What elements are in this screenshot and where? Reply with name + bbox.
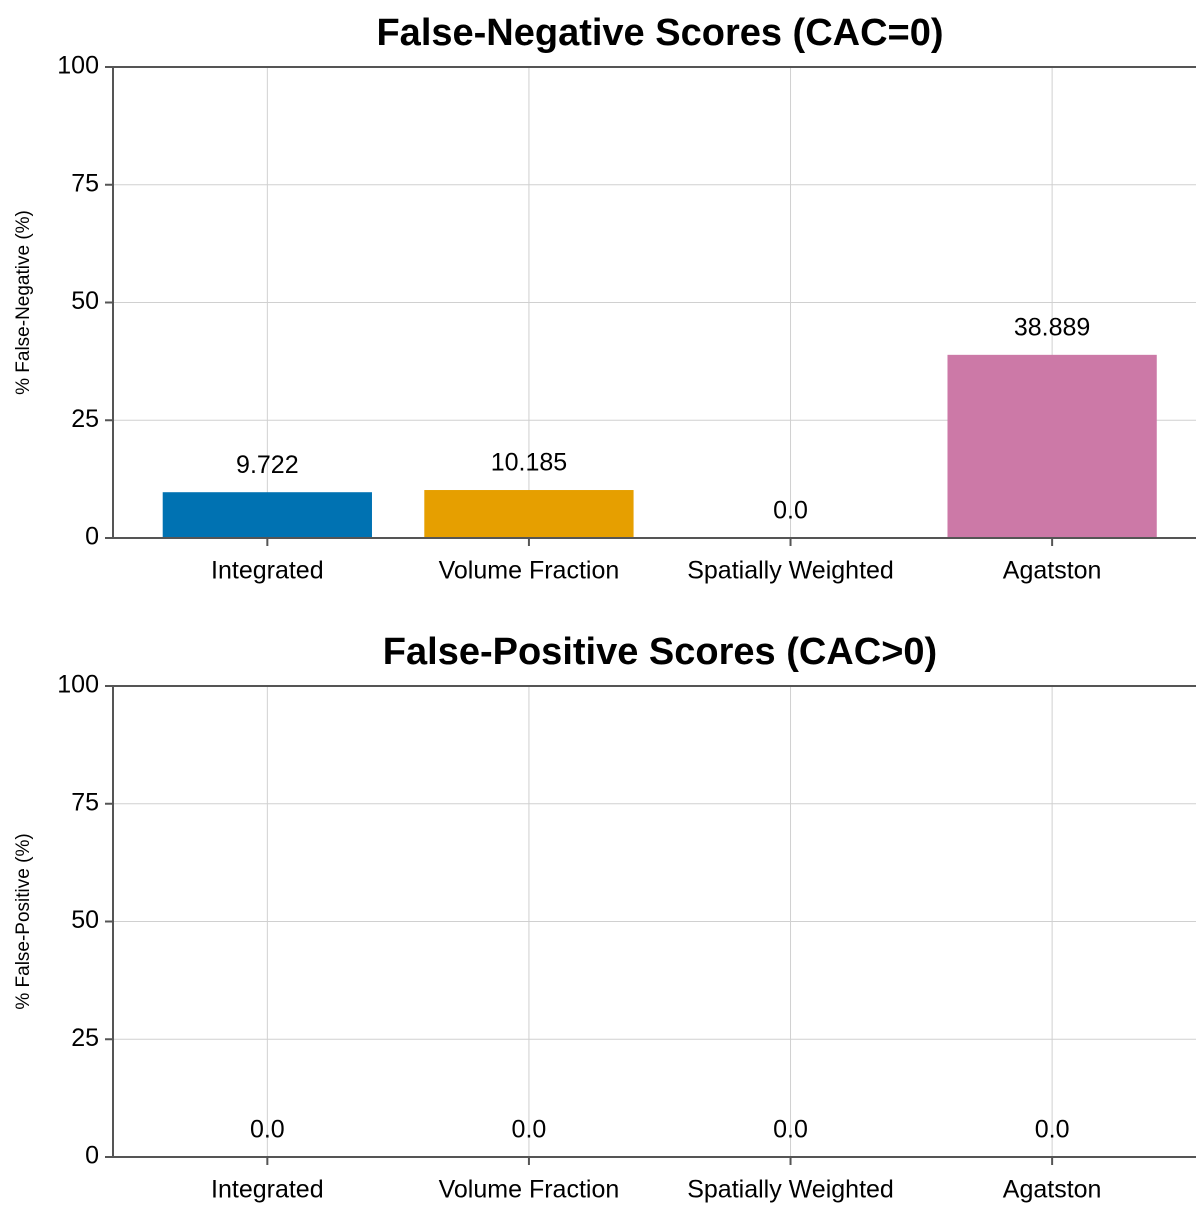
y-axis-label: % False-Positive (%)	[13, 833, 34, 1009]
value-label: 9.722	[236, 451, 299, 479]
y-tick-label: 75	[71, 169, 99, 197]
value-label: 0.0	[1035, 1116, 1070, 1144]
bar	[162, 492, 372, 538]
x-tick-label: Agatston	[1003, 557, 1102, 585]
y-tick-label: 100	[57, 671, 99, 699]
y-tick-label: 25	[71, 405, 99, 433]
value-label: 10.185	[491, 449, 567, 477]
x-tick-label: Integrated	[211, 1176, 324, 1204]
x-tick-label: Volume Fraction	[439, 557, 620, 585]
y-tick-label: 75	[71, 788, 99, 816]
value-label: 0.0	[773, 1116, 808, 1144]
y-tick-label: 100	[57, 52, 99, 80]
value-label: 0.0	[512, 1116, 547, 1144]
x-tick-label: Spatially Weighted	[687, 1176, 894, 1204]
bar	[947, 354, 1157, 538]
x-tick-label: Volume Fraction	[439, 1176, 620, 1204]
chart-title: False-Negative Scores (CAC=0)	[376, 12, 943, 54]
value-label: 0.0	[773, 497, 808, 525]
chart-title: False-Positive Scores (CAC>0)	[383, 631, 937, 673]
bar	[424, 490, 634, 538]
y-tick-label: 50	[71, 906, 99, 934]
value-label: 38.889	[1014, 313, 1090, 341]
value-label: 0.0	[250, 1116, 285, 1144]
x-tick-label: Integrated	[211, 557, 324, 585]
x-tick-label: Agatston	[1003, 1176, 1102, 1204]
y-tick-label: 0	[85, 1142, 99, 1170]
y-tick-label: 25	[71, 1024, 99, 1052]
y-axis-label: % False-Negative (%)	[13, 210, 34, 395]
y-tick-label: 0	[85, 523, 99, 551]
x-tick-label: Spatially Weighted	[687, 557, 894, 585]
y-tick-label: 50	[71, 287, 99, 315]
